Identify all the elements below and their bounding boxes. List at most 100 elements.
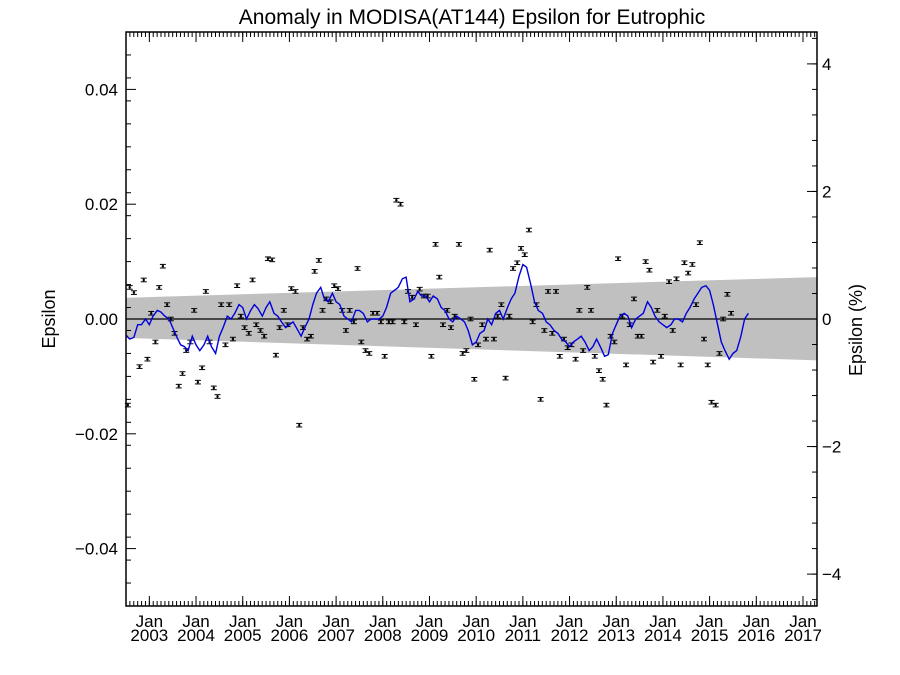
tick-label-year: 2004 bbox=[177, 626, 215, 645]
point-marker bbox=[718, 352, 721, 355]
data-point bbox=[595, 368, 602, 373]
point-marker bbox=[235, 284, 239, 287]
point-marker bbox=[126, 403, 130, 407]
data-point bbox=[237, 313, 244, 319]
data-point bbox=[304, 336, 311, 342]
data-point bbox=[642, 259, 649, 264]
right-axis-label: Epsilon (%) bbox=[846, 284, 866, 376]
data-point bbox=[436, 274, 443, 280]
tick-label-year: 2009 bbox=[411, 626, 449, 645]
data-point bbox=[611, 339, 618, 345]
point-marker bbox=[266, 257, 270, 260]
point-marker bbox=[504, 376, 507, 380]
data-point bbox=[728, 310, 735, 316]
point-marker bbox=[446, 309, 449, 312]
data-point bbox=[549, 331, 556, 336]
point-marker bbox=[290, 287, 293, 290]
point-marker bbox=[177, 384, 180, 388]
point-marker bbox=[691, 263, 694, 266]
point-marker bbox=[239, 314, 243, 318]
point-marker bbox=[157, 286, 161, 289]
point-marker bbox=[656, 309, 659, 312]
tick-label-year: 2003 bbox=[130, 626, 168, 645]
data-point bbox=[521, 252, 528, 258]
data-point bbox=[218, 302, 225, 307]
point-marker bbox=[667, 280, 671, 283]
data-point bbox=[374, 310, 381, 316]
point-marker bbox=[301, 326, 305, 329]
point-marker bbox=[558, 355, 561, 358]
data-point bbox=[292, 289, 299, 294]
data-point bbox=[288, 286, 295, 291]
point-marker bbox=[278, 326, 281, 329]
data-point bbox=[689, 262, 696, 267]
point-marker bbox=[469, 317, 472, 321]
point-marker bbox=[675, 277, 678, 281]
data-point bbox=[362, 348, 369, 353]
point-marker bbox=[294, 290, 297, 293]
data-point bbox=[234, 283, 241, 289]
point-marker bbox=[344, 329, 348, 332]
tick-label-year: 2011 bbox=[505, 626, 542, 645]
point-marker bbox=[216, 395, 219, 398]
point-marker bbox=[411, 295, 414, 299]
point-marker bbox=[636, 335, 639, 338]
tick-label-month: Jan bbox=[229, 612, 256, 631]
right-axis: −4 −2 0 2 4 bbox=[807, 37, 841, 601]
point-marker bbox=[255, 323, 258, 326]
data-point bbox=[463, 348, 470, 353]
data-point bbox=[584, 285, 591, 290]
point-marker bbox=[531, 320, 534, 324]
data-point bbox=[588, 308, 595, 313]
data-point bbox=[175, 383, 182, 389]
data-point bbox=[623, 362, 630, 368]
point-marker bbox=[181, 372, 184, 375]
data-point bbox=[152, 339, 159, 345]
data-point bbox=[576, 308, 583, 313]
data-point bbox=[397, 201, 404, 207]
tick-label-month: Jan bbox=[509, 612, 536, 631]
point-marker bbox=[387, 320, 391, 324]
point-marker bbox=[632, 297, 636, 301]
data-point bbox=[164, 302, 171, 307]
point-marker bbox=[132, 291, 136, 294]
point-marker bbox=[169, 317, 173, 321]
point-marker bbox=[624, 363, 628, 367]
data-point bbox=[229, 336, 236, 342]
tick-label-month: Jan bbox=[789, 612, 816, 631]
point-marker bbox=[305, 337, 309, 341]
point-marker bbox=[679, 363, 682, 367]
right-tick-label: −4 bbox=[822, 565, 841, 584]
point-marker bbox=[434, 243, 437, 246]
point-marker bbox=[543, 329, 546, 332]
point-marker bbox=[586, 286, 589, 289]
data-point bbox=[529, 319, 536, 325]
data-point bbox=[214, 394, 221, 399]
point-marker bbox=[391, 320, 394, 324]
tick-label-year: 2010 bbox=[457, 626, 495, 645]
data-point bbox=[222, 342, 229, 348]
data-point bbox=[416, 286, 423, 292]
data-point bbox=[249, 277, 256, 283]
data-point bbox=[693, 302, 700, 307]
tick-label-year: 2016 bbox=[737, 626, 775, 645]
point-marker bbox=[399, 203, 402, 206]
data-point bbox=[654, 308, 661, 313]
data-point bbox=[156, 285, 163, 290]
data-point bbox=[296, 422, 303, 428]
point-marker bbox=[476, 343, 480, 347]
point-marker bbox=[449, 326, 453, 329]
point-marker bbox=[710, 401, 713, 404]
point-marker bbox=[484, 337, 488, 341]
tick-label-year: 2007 bbox=[317, 626, 355, 645]
data-point bbox=[630, 296, 637, 302]
point-marker bbox=[441, 323, 445, 326]
data-point bbox=[502, 375, 509, 381]
data-point bbox=[272, 352, 279, 358]
point-marker bbox=[726, 293, 729, 296]
data-point bbox=[720, 316, 727, 322]
point-marker bbox=[220, 303, 223, 306]
data-point bbox=[556, 354, 563, 359]
tick-label-year: 2017 bbox=[784, 626, 822, 645]
